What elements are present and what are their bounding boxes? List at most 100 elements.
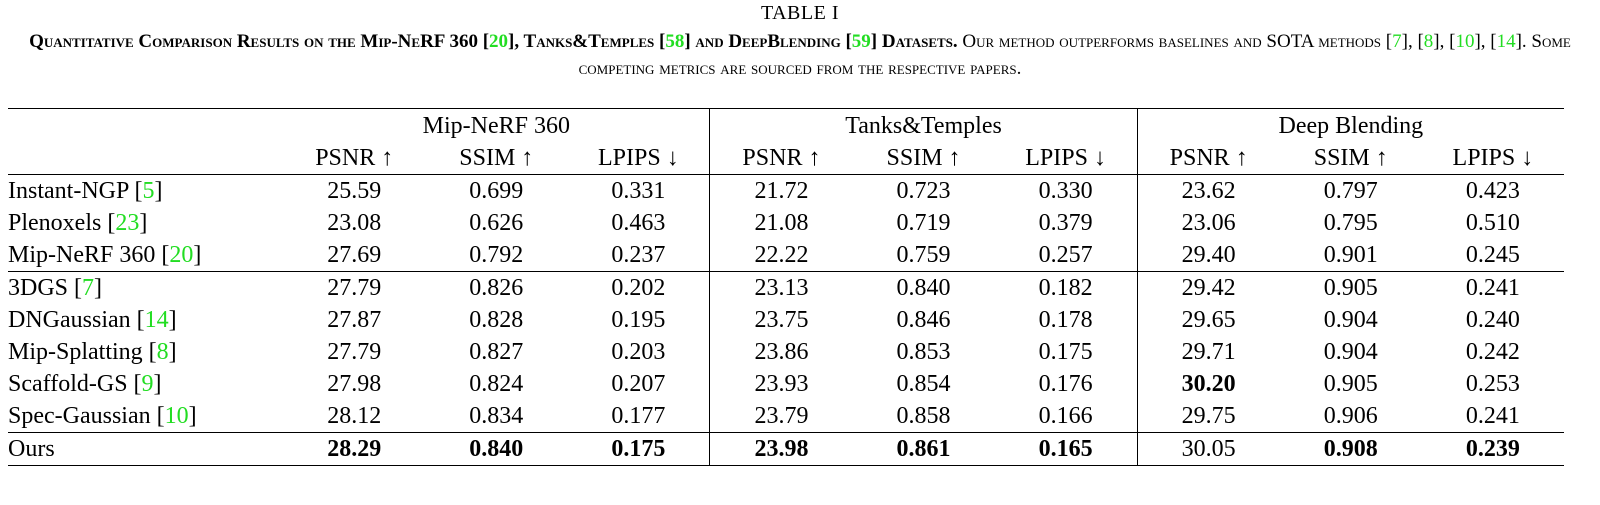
metric-value-cell: 23.86: [709, 336, 853, 368]
best-metric-value: 0.861: [896, 436, 951, 462]
metric-value-cell: 21.72: [709, 174, 853, 207]
metric-value-cell: 0.905: [1280, 368, 1422, 400]
dataset-header-mipnerf360: Mip-NeRF 360: [283, 108, 710, 142]
metric-value: 27.87: [327, 307, 382, 333]
corner-cell: [8, 142, 283, 175]
metric-value-cell: 0.719: [852, 207, 994, 239]
method-name: Spec-Gaussian: [8, 403, 151, 429]
metric-header: PSNR ↑: [709, 142, 853, 175]
metric-value-cell: 0.166: [995, 400, 1138, 433]
metric-value-cell: 21.08: [709, 207, 853, 239]
metric-value-cell: 0.901: [1280, 239, 1422, 272]
metric-value-cell: 0.905: [1279, 271, 1422, 304]
metric-value-cell: 0.906: [1280, 400, 1422, 433]
metric-value: 0.166: [1038, 403, 1093, 429]
table-row: Mip-NeRF 360 [20] 27.69 0.792 0.237 22.22 0.7…: [8, 239, 1564, 272]
metric-value-cell: 0.824: [425, 368, 567, 400]
metric-value: 0.792: [469, 242, 524, 268]
method-cell: Mip-NeRF 360 [20]: [8, 242, 202, 268]
method-name: 3DGS: [8, 275, 69, 301]
metric-value: 23.08: [327, 210, 382, 236]
metric-value: 27.69: [327, 242, 382, 268]
metric-value-cell: 0.257: [995, 239, 1138, 272]
metric-value: 0.626: [469, 210, 524, 236]
caption-text: ], Tanks&Temples [: [508, 31, 666, 52]
caption-citation[interactable]: 59: [851, 31, 871, 52]
metric-value: 0.241: [1465, 403, 1520, 429]
caption-title: Quantitative Comparison Results on the M…: [29, 31, 958, 52]
citation-link[interactable]: 9: [141, 371, 154, 397]
metric-value: 0.203: [611, 339, 666, 365]
metric-value-cell: 23.93: [709, 368, 853, 400]
citation-link[interactable]: 14: [144, 307, 169, 333]
metric-value: 0.723: [896, 178, 951, 204]
metric-value-cell: 0.759: [852, 239, 994, 272]
metric-value: 23.86: [754, 339, 809, 365]
metric-value: 0.178: [1038, 307, 1093, 333]
caption-citation[interactable]: 8: [1423, 31, 1434, 52]
metric-value-cell: 0.846: [852, 304, 994, 336]
metric-value: 28.12: [327, 403, 382, 429]
metric-header: LPIPS ↓: [1452, 145, 1534, 171]
best-metric-value: 0.165: [1038, 436, 1093, 462]
metric-value: 0.331: [611, 178, 666, 204]
caption-body: Our method outperforms baselines and SOT…: [579, 31, 1571, 79]
table-row: 3DGS [7] 27.79 0.826 0.202 23.13 0.840 0.182 29…: [8, 271, 1564, 304]
metric-value: 0.858: [896, 403, 951, 429]
method-name: Mip-Splatting: [8, 339, 143, 365]
metric-value: 0.828: [469, 307, 524, 333]
metric-value-cell: 0.237: [567, 239, 710, 272]
citation-link[interactable]: 8: [156, 339, 169, 365]
metric-value-cell: 28.12: [283, 400, 425, 433]
metric-value-cell: 30.05: [1136, 432, 1280, 466]
best-metric-value: 0.175: [611, 436, 666, 462]
metric-value-cell: 0.203: [567, 336, 710, 368]
dataset-header-row: Mip-NeRF 360 Tanks&Temples Deep Blending: [8, 108, 1564, 142]
metric-header: PSNR ↑: [315, 145, 394, 171]
citation-link[interactable]: 5: [142, 178, 155, 204]
metric-value: 0.759: [896, 242, 951, 268]
caption-text: ], [: [1433, 31, 1456, 52]
metric-value-cell: 0.792: [425, 239, 567, 272]
citation-link[interactable]: 7: [82, 275, 95, 301]
metric-value-cell: 0.699: [425, 174, 568, 207]
metric-header: LPIPS ↓: [1025, 145, 1106, 171]
metric-value: 0.253: [1465, 371, 1520, 397]
metric-header: SSIM ↑: [886, 145, 961, 171]
method-cell: DNGaussian [14]: [8, 307, 177, 333]
metric-value-cell: 27.98: [283, 368, 425, 400]
metric-value-cell: 23.13: [709, 271, 853, 304]
caption-citation[interactable]: 14: [1496, 31, 1516, 52]
caption-citation[interactable]: 58: [665, 31, 685, 52]
metric-value-cell: 23.62: [1136, 174, 1280, 207]
caption-citation[interactable]: 10: [1455, 31, 1475, 52]
method-name: Mip-NeRF 360: [8, 242, 156, 268]
best-metric-value: 0.239: [1465, 436, 1520, 462]
metric-value: 0.379: [1038, 210, 1093, 236]
metric-value-cell: 0.626: [425, 207, 567, 239]
metric-value-cell: 0.854: [852, 368, 994, 400]
table-row: Plenoxels [23] 23.08 0.626 0.463 21.08 0.719 0…: [8, 207, 1564, 239]
table-row: Mip-Splatting [8] 27.79 0.827 0.203 23.86 0.8…: [8, 336, 1564, 368]
citation-link[interactable]: 20: [169, 242, 194, 268]
metric-header: SSIM ↑: [1313, 145, 1388, 171]
metric-value-cell: 0.379: [995, 207, 1138, 239]
metric-value: 21.72: [754, 178, 809, 204]
method-name: Scaffold-GS: [8, 371, 128, 397]
metric-value: 0.846: [896, 307, 951, 333]
best-metric-value: 30.20: [1181, 371, 1236, 397]
citation-link[interactable]: 10: [164, 403, 189, 429]
method-cell: Mip-Splatting [8]: [8, 339, 177, 365]
metric-value-cell: 0.840: [425, 432, 568, 466]
metric-value: 0.795: [1323, 210, 1378, 236]
metric-value: 0.202: [611, 275, 666, 301]
caption-citation[interactable]: 7: [1392, 31, 1402, 52]
metric-value-cell: 0.239: [1421, 432, 1564, 466]
metric-value: 23.06: [1181, 210, 1236, 236]
citation-link[interactable]: 23: [115, 210, 140, 236]
metric-value-cell: 23.79: [709, 400, 853, 433]
metric-value: 0.840: [896, 275, 951, 301]
metric-value-cell: 27.79: [283, 336, 425, 368]
caption-citation[interactable]: 20: [489, 31, 509, 52]
